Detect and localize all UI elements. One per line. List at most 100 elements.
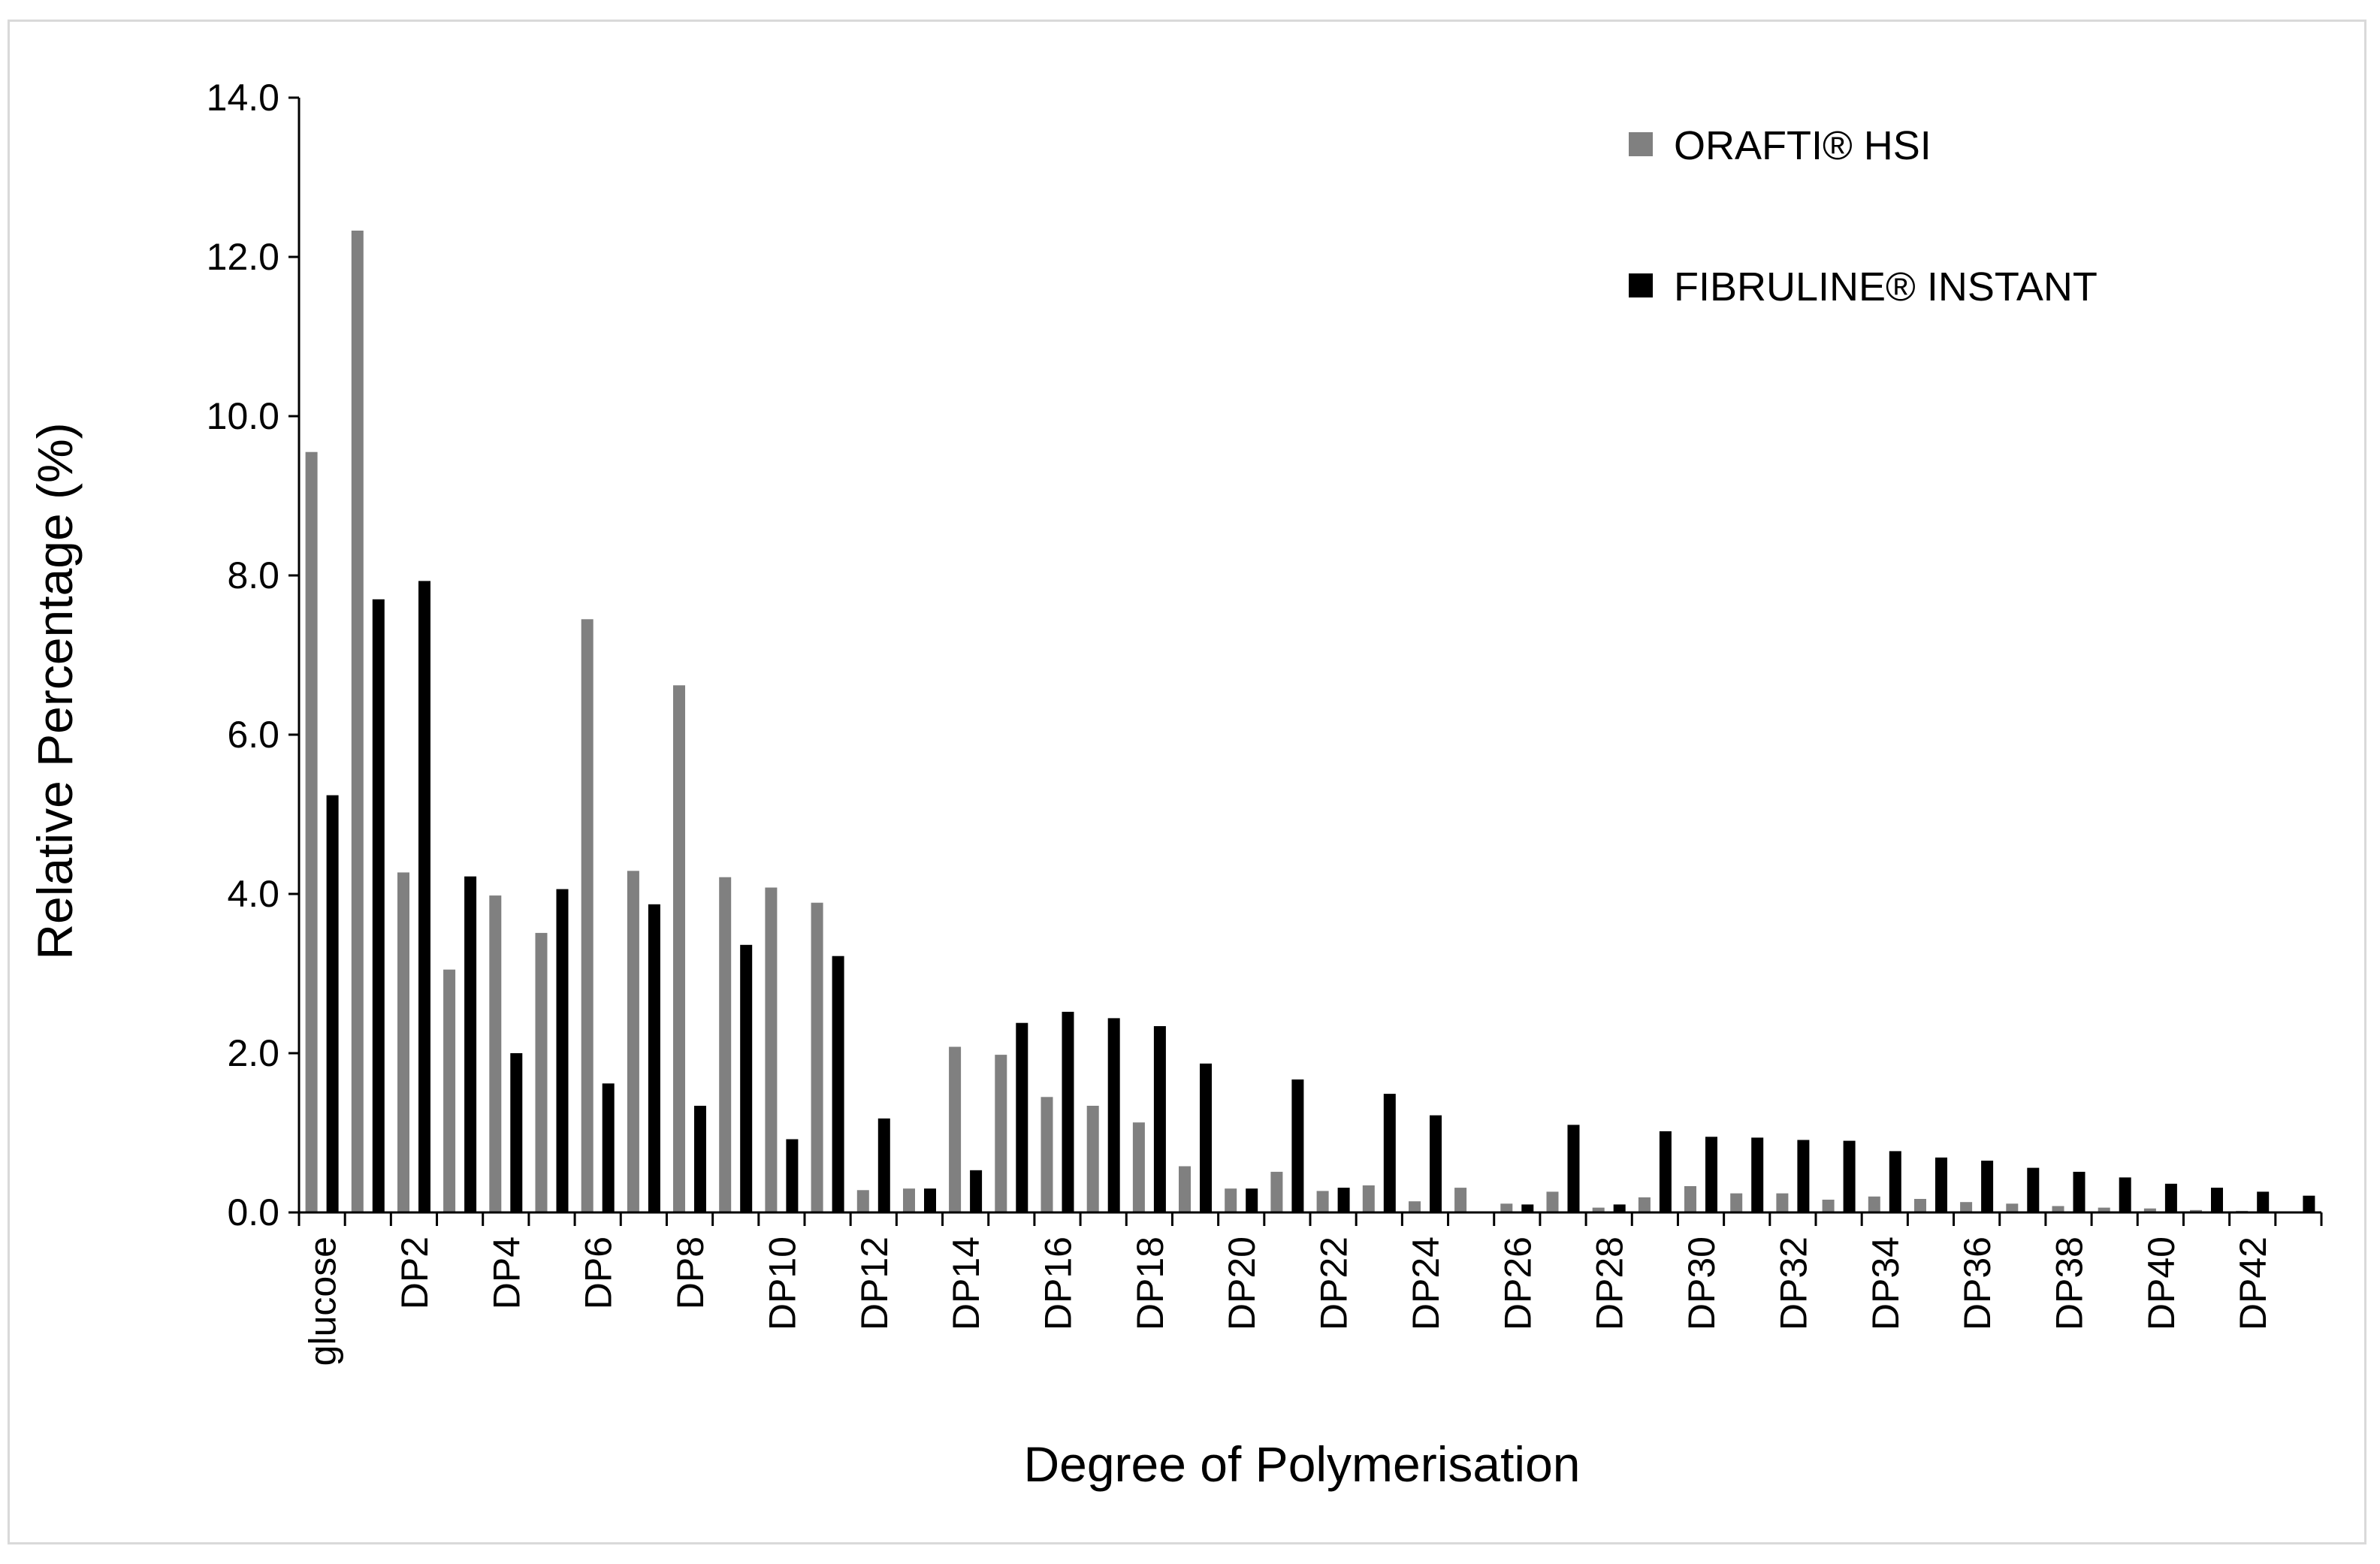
bar-fibruline-DP14 (970, 1170, 983, 1212)
legend-label-fibruline: FIBRULINE® INSTANT (1674, 264, 2098, 309)
bar-orafti-DP21 (1270, 1171, 1283, 1212)
bar-orafti-DP1 (351, 231, 364, 1212)
chart-frame (8, 20, 2366, 1544)
bar-orafti-DP31 (1730, 1193, 1743, 1212)
legend-label-orafti: ORAFTI® HSI (1674, 123, 1931, 168)
y-tick-label: 0.0 (227, 1191, 279, 1233)
bar-fibruline-DP12 (877, 1118, 890, 1212)
bar-fibruline-DP24 (1430, 1115, 1442, 1212)
bar-fibruline-DP16 (1062, 1011, 1074, 1212)
bar-orafti-DP27 (1546, 1191, 1559, 1212)
x-tick-label: DP22 (1313, 1236, 1355, 1330)
bar-fibruline-DP8 (694, 1106, 706, 1212)
bar-orafti-DP25 (1454, 1188, 1467, 1212)
bar-fibruline-DP2 (418, 581, 430, 1212)
legend: ORAFTI® HSI FIBRULINE® INSTANT (1629, 123, 2098, 309)
bar-orafti-DP40 (2143, 1208, 2156, 1212)
bar-orafti-DP14 (949, 1046, 962, 1212)
bar-orafti-DP33 (1822, 1200, 1835, 1212)
bar-fibruline-DP39 (2119, 1177, 2131, 1212)
bar-fibruline-DP30 (1705, 1137, 1717, 1212)
bar-orafti-glucose (305, 451, 318, 1212)
x-tick-label: DP42 (2232, 1236, 2274, 1330)
y-axis-title: Relative Percentage (%) (27, 422, 83, 959)
y-tick-label: 10.0 (207, 395, 279, 437)
x-tick-label: DP32 (1772, 1236, 1814, 1330)
bar-fibruline-DP23 (1383, 1094, 1396, 1212)
bar-fibruline-DP7 (648, 904, 660, 1212)
bar-orafti-DP12 (856, 1190, 869, 1212)
bar-fibruline-DP1 (372, 599, 385, 1212)
bar-fibruline-DP17 (1107, 1018, 1120, 1212)
x-tick-label: DP30 (1681, 1236, 1723, 1330)
x-tick-label: DP24 (1405, 1236, 1447, 1330)
x-tick-label: DP2 (394, 1236, 436, 1309)
bar-fibruline-DP21 (1291, 1079, 1304, 1212)
bar-orafti-DP2 (397, 872, 409, 1212)
legend-swatch-orafti (1629, 132, 1653, 156)
bar-orafti-DP6 (581, 619, 593, 1212)
x-tick-label: DP6 (578, 1236, 620, 1309)
bar-fibruline-DP3 (464, 876, 477, 1212)
x-tick-label: DP12 (853, 1236, 896, 1330)
bar-fibruline-DP36 (1981, 1161, 1994, 1212)
bar-orafti-DP4 (489, 895, 502, 1212)
bars-layer (305, 231, 2315, 1212)
bar-fibruline-DP19 (1200, 1063, 1212, 1212)
bar-orafti-DP38 (2052, 1206, 2064, 1212)
bar-fibruline-DP9 (740, 944, 753, 1212)
x-tick-label: DP4 (485, 1236, 527, 1309)
bar-orafti-DP32 (1776, 1193, 1789, 1212)
bar-fibruline-DP18 (1153, 1026, 1166, 1212)
bar-fibruline-DP29 (1659, 1131, 1672, 1212)
y-tick-label: 2.0 (227, 1032, 279, 1074)
bar-orafti-DP7 (627, 871, 639, 1212)
x-tick-label: DP14 (945, 1236, 987, 1330)
ticks-layer: 0.0 2.0 4.0 6.0 8.0 10.0 12.0 14.0 glucose DP2 DP4… (207, 77, 2323, 1366)
x-tick-label: DP36 (1956, 1236, 1998, 1330)
bar-fibruline-DP37 (2027, 1167, 2040, 1212)
bar-orafti-DP36 (1960, 1202, 1973, 1212)
bar-fibruline-DP13 (924, 1188, 936, 1212)
bar-orafti-DP9 (719, 877, 732, 1212)
y-tick-label: 12.0 (207, 236, 279, 278)
x-tick-label: DP18 (1129, 1236, 1171, 1330)
x-tick-label: DP8 (669, 1236, 711, 1309)
bar-fibruline-DP38 (2073, 1171, 2086, 1212)
x-tick-label: DP26 (1497, 1236, 1539, 1330)
y-tick-label: 8.0 (227, 554, 279, 596)
bar-fibruline-DP34 (1889, 1151, 1901, 1212)
bar-orafti-DP35 (1914, 1199, 1926, 1212)
bar-orafti-DP10 (765, 887, 778, 1212)
bar-fibruline-DP43 (2303, 1195, 2315, 1212)
bar-orafti-DP29 (1638, 1197, 1651, 1212)
x-axis-title: Degree of Polymerisation (1023, 1436, 1580, 1492)
bar-orafti-DP11 (811, 902, 823, 1212)
bar-orafti-DP37 (2006, 1203, 2019, 1212)
bar-fibruline-DP40 (2164, 1183, 2177, 1212)
bar-orafti-DP3 (443, 969, 456, 1212)
bar-fibruline-glucose (326, 795, 339, 1212)
bar-fibruline-DP32 (1797, 1140, 1810, 1212)
y-tick-label: 14.0 (207, 77, 279, 119)
bar-orafti-DP17 (1086, 1106, 1099, 1212)
x-tick-label: DP38 (2049, 1236, 2091, 1330)
bar-orafti-DP18 (1132, 1122, 1145, 1212)
bar-orafti-DP19 (1179, 1166, 1191, 1212)
bar-fibruline-DP20 (1246, 1188, 1258, 1212)
bar-orafti-DP13 (903, 1188, 915, 1212)
bar-orafti-DP39 (2098, 1207, 2110, 1212)
bar-orafti-DP28 (1592, 1207, 1605, 1212)
bar-fibruline-DP27 (1567, 1125, 1580, 1212)
x-tick-label: DP40 (2140, 1236, 2182, 1330)
y-tick-label: 4.0 (227, 873, 279, 915)
bar-fibruline-DP35 (1935, 1157, 1947, 1212)
bar-fibruline-DP33 (1843, 1140, 1856, 1212)
bar-orafti-DP8 (673, 685, 685, 1212)
bar-orafti-DP34 (1868, 1196, 1880, 1212)
bar-fibruline-DP5 (556, 889, 569, 1212)
bar-fibruline-DP28 (1613, 1204, 1626, 1212)
bar-orafti-DP24 (1409, 1201, 1421, 1212)
x-tick-label: DP28 (1589, 1236, 1631, 1330)
bar-orafti-DP30 (1684, 1186, 1696, 1212)
